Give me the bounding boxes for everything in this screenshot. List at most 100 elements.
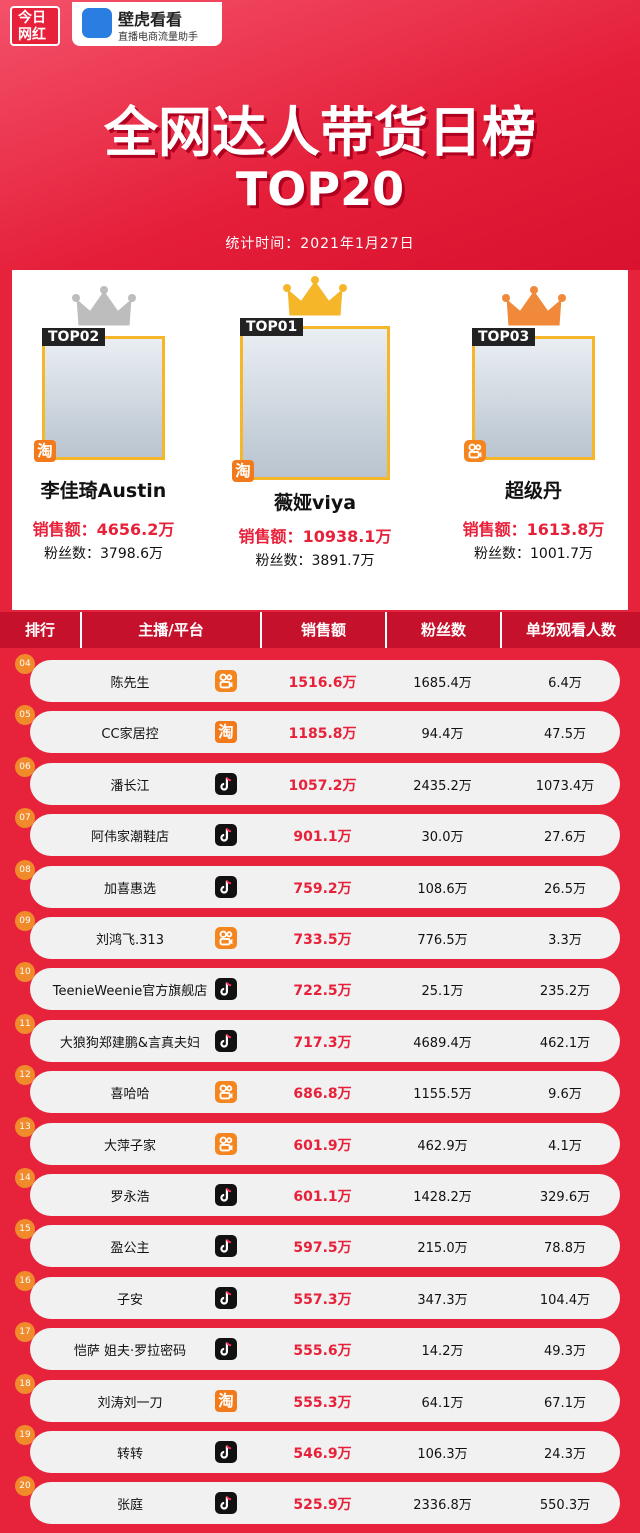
sales: 1185.8万 <box>288 726 357 743</box>
views: 3.3万 <box>548 933 582 948</box>
fans: 1428.2万 <box>413 1190 472 1205</box>
kuaishou-icon <box>215 1081 237 1104</box>
sales: 686.8万 <box>293 1086 352 1103</box>
douyin-glyph <box>220 1342 232 1356</box>
sales-label: 销售额： <box>32 520 97 539</box>
rank-tag: TOP01 <box>240 318 304 336</box>
views: 67.1万 <box>544 1395 586 1411</box>
rank-badge: 08 <box>15 859 35 880</box>
douyin-icon <box>215 1492 237 1515</box>
views: 78.8万 <box>544 1241 586 1257</box>
subtitle: TOP20 <box>235 162 405 216</box>
brand-icon <box>82 8 112 38</box>
rank-badge: 05 <box>15 705 35 726</box>
douyin-glyph <box>220 982 232 996</box>
douyin-glyph <box>220 1239 232 1253</box>
rank-badge: 09 <box>15 911 35 931</box>
fans-line: 粉丝数：3798.6万 <box>4 543 204 563</box>
kuaishou-glyph <box>219 673 233 689</box>
douyin-glyph <box>220 1445 232 1459</box>
douyin-glyph <box>220 879 232 894</box>
views: 26.5万 <box>544 881 586 897</box>
douyin-icon <box>215 1235 237 1258</box>
title: 全网达人带货日榜 <box>104 101 536 164</box>
left-logo: 今日网红 <box>10 6 60 46</box>
views: 104.4万 <box>539 1292 591 1308</box>
views: 9.6万 <box>548 1087 582 1103</box>
crown-glyph <box>71 286 136 327</box>
crown <box>501 286 566 330</box>
row-bg <box>30 1225 620 1268</box>
row-bg <box>30 762 620 805</box>
row-bg <box>30 1482 620 1525</box>
streamer-name: 子安 <box>116 1292 143 1308</box>
sales-line: 销售额：4656.2万 <box>4 516 204 540</box>
sales: 1516.6万 <box>288 675 357 691</box>
sales: 901.1万 <box>293 829 352 846</box>
sales: 557.3万 <box>293 1291 352 1308</box>
views: 329.6万 <box>539 1190 591 1205</box>
row-bg <box>30 814 620 857</box>
douyin-glyph <box>220 1033 232 1048</box>
sales: 525.9万 <box>293 1497 352 1514</box>
kuaishou-icon <box>215 670 237 692</box>
crown-glyph <box>501 286 566 327</box>
streamer-name: 阿伟家潮鞋店 <box>90 830 169 846</box>
fans: 94.4万 <box>421 727 464 743</box>
douyin-icon <box>215 824 237 847</box>
kuaishou-glyph <box>219 1084 233 1100</box>
douyin-glyph <box>220 1290 232 1305</box>
taobao-icon: 淘 <box>215 1389 237 1412</box>
douyin-icon <box>215 875 237 898</box>
fans: 1685.4万 <box>413 676 472 691</box>
streamer-name: TeenieWeenie官方旗舰店 <box>52 984 208 1000</box>
fans-label: 粉丝数： <box>474 546 530 562</box>
douyin-glyph <box>220 1496 232 1510</box>
views: 1073.4万 <box>535 778 595 794</box>
column-header: 主播/平台 <box>80 612 260 648</box>
sales: 546.9万 <box>293 1446 352 1462</box>
views: 27.6万 <box>544 830 586 846</box>
row-bg <box>30 1276 620 1319</box>
rank-badge: 07 <box>15 808 35 829</box>
crown <box>71 286 136 330</box>
streamer-name: 喜哈哈 <box>110 1087 150 1103</box>
fans-line: 粉丝数：3891.7万 <box>215 550 415 570</box>
fans-value: 1001.7万 <box>530 546 593 562</box>
rank-badge: 12 <box>15 1065 35 1086</box>
views: 24.3万 <box>544 1447 586 1462</box>
douyin-glyph <box>220 776 232 791</box>
name: 李佳琦Austin <box>40 480 167 502</box>
kuaishou-glyph <box>219 1136 233 1151</box>
fans: 25.1万 <box>421 984 464 1000</box>
row-bg <box>30 1431 620 1473</box>
column-header: 粉丝数 <box>385 612 500 648</box>
rank-badge: 06 <box>15 756 35 777</box>
views: 47.5万 <box>544 727 586 743</box>
douyin-glyph <box>220 1188 232 1202</box>
views: 49.3万 <box>544 1344 586 1360</box>
row-bg <box>30 711 620 754</box>
fans: 462.9万 <box>417 1138 468 1154</box>
fans: 347.3万 <box>417 1292 468 1308</box>
crown <box>283 276 347 320</box>
streamer-name: 盈公主 <box>110 1241 150 1257</box>
fans-value: 3798.6万 <box>100 546 163 562</box>
sales: 601.9万 <box>293 1137 352 1154</box>
brand-sub: 直播电商流量助手 <box>118 32 198 43</box>
streamer-name: 恺萨 姐夫·罗拉密码 <box>73 1344 187 1360</box>
fans: 2336.8万 <box>413 1498 472 1514</box>
fans: 106.3万 <box>417 1447 468 1462</box>
douyin-glyph <box>220 828 232 842</box>
douyin-icon <box>215 1441 237 1463</box>
photo-frame <box>42 336 165 460</box>
row-bg <box>30 1328 620 1371</box>
views: 4.1万 <box>548 1138 582 1154</box>
photo-frame <box>472 336 595 460</box>
rank-badge: 19 <box>15 1425 35 1445</box>
row-bg <box>30 1174 620 1216</box>
douyin-icon <box>215 772 237 795</box>
column-header: 排行 <box>24 621 55 639</box>
name: 超级丹 <box>504 480 562 502</box>
rank-badge: 04 <box>15 654 35 674</box>
